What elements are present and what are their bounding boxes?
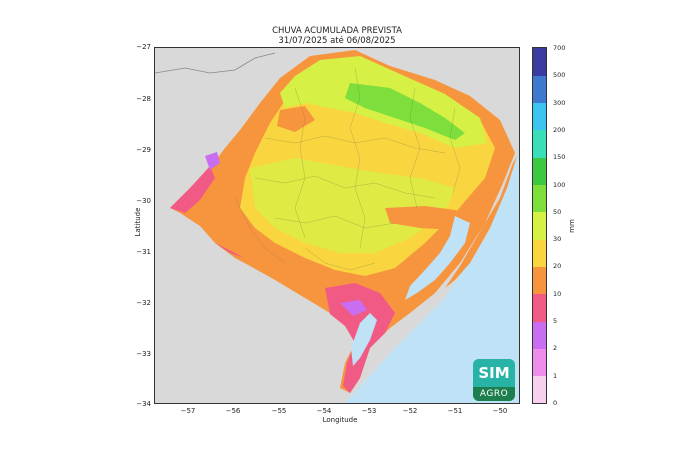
sim-agro-logo: SIM AGRO <box>473 359 515 401</box>
municipal-borders <box>234 67 461 271</box>
logo-text-bottom: AGRO <box>473 387 515 401</box>
colorbar-segment <box>533 129 546 158</box>
colorbar-segment <box>533 239 546 267</box>
rain-patch-2-5mm-south <box>340 300 367 316</box>
state-border-line <box>155 52 276 74</box>
colorbar-tick-label: 2 <box>553 344 558 353</box>
rain-patch-2-5mm-west <box>205 152 220 170</box>
colorbar-tick-label: 5 <box>553 317 558 326</box>
chart-title: CHUVA ACUMULADA PREVISTA <box>272 26 402 36</box>
rain-zone-50-100mm <box>345 83 465 140</box>
x-tick-label: −50 <box>492 407 508 415</box>
atlantic-ocean <box>345 153 519 403</box>
rain-band-orange <box>385 206 475 230</box>
y-tick-label: −33 <box>136 350 151 358</box>
logo-text-top: SIM <box>473 359 515 387</box>
y-tick-label: −32 <box>136 299 151 307</box>
colorbar-tick-label: 200 <box>553 125 566 134</box>
rain-zone-center <box>250 158 455 253</box>
colorbar-tick-label: 700 <box>553 44 566 52</box>
y-tick-label: −34 <box>136 400 151 408</box>
map-frame <box>154 47 520 404</box>
colorbar-segment <box>533 102 546 131</box>
colorbar-tick-label: 30 <box>553 235 562 244</box>
colorbar-tick-label: 50 <box>553 207 562 216</box>
colorbar-tick-label: 500 <box>553 71 566 80</box>
chart-subtitle-dates: 31/07/2025 até 06/08/2025 <box>278 36 396 46</box>
rain-strip-red <box>215 243 245 258</box>
rain-zone-5-10mm-west <box>170 166 215 213</box>
colorbar-segment <box>533 157 546 186</box>
colorbar-segment <box>533 321 546 349</box>
colorbar-tick-label: 300 <box>553 98 566 107</box>
colorbar-segment <box>533 184 546 213</box>
x-tick-label: −55 <box>271 407 287 415</box>
rain-patch-orange-north <box>277 106 315 132</box>
y-tick-label: −29 <box>136 146 151 154</box>
colorbar-tick-label: 100 <box>553 180 566 189</box>
colorbar-segment <box>533 293 546 322</box>
x-tick-label: −53 <box>361 407 377 415</box>
colorbar-segment <box>533 375 546 404</box>
colorbar-segment <box>533 48 546 76</box>
x-tick-label: −56 <box>225 407 241 415</box>
y-tick-label: −31 <box>136 248 151 256</box>
x-tick-label: −52 <box>402 407 418 415</box>
colorbar-unit: mm <box>567 219 576 233</box>
x-axis-title: Longitude <box>322 416 358 424</box>
colorbar-tick-label: 150 <box>553 153 566 162</box>
colorbar-tick-label: 1 <box>553 371 558 380</box>
y-axis-title: Latitude <box>134 207 142 237</box>
colorbar-segment <box>533 75 546 104</box>
colorbar-segment <box>533 348 546 377</box>
colorbar-tick-label: 10 <box>553 289 562 298</box>
lagoa-dos-patos <box>405 216 470 300</box>
x-tick-label: −51 <box>447 407 463 415</box>
colorbar-tick-label: 0 <box>553 399 558 407</box>
colorbar-segment <box>533 211 546 240</box>
y-tick-label: −28 <box>136 95 151 103</box>
colorbar-segment <box>533 266 546 295</box>
y-tick-label: −30 <box>136 197 151 205</box>
rainfall-map <box>155 48 519 403</box>
colorbar-tick-label: 20 <box>553 262 562 271</box>
x-tick-label: −54 <box>316 407 332 415</box>
lagoa-mirim <box>351 313 377 366</box>
colorbar <box>532 47 547 404</box>
y-tick-label: −27 <box>136 43 151 51</box>
x-tick-label: −57 <box>180 407 196 415</box>
